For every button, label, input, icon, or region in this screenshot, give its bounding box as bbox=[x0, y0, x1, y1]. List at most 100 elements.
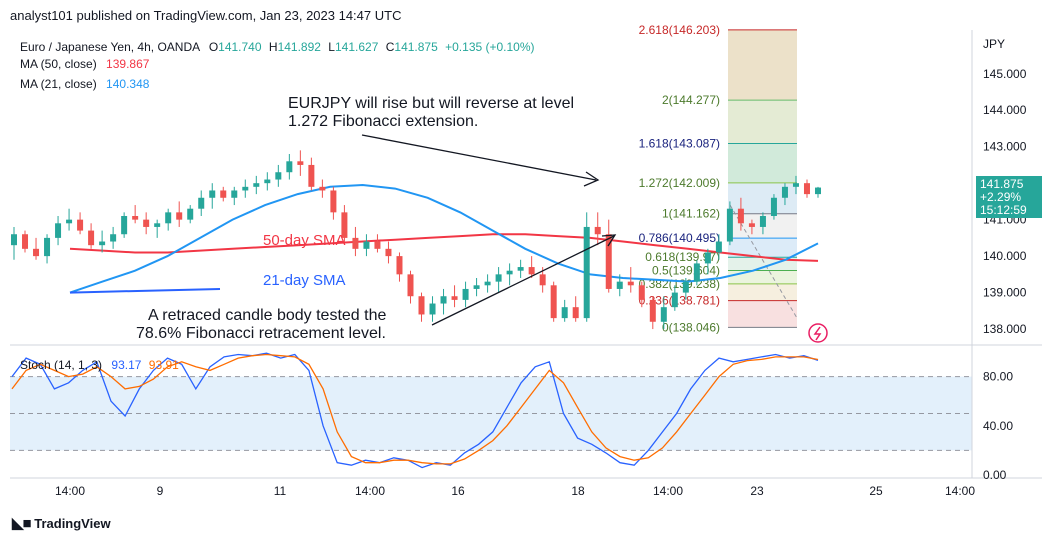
candle-body bbox=[660, 307, 667, 322]
candle-body bbox=[176, 212, 183, 220]
candle-body bbox=[682, 281, 689, 293]
candle-body bbox=[649, 299, 656, 322]
fib-level-label: 1.618(143.087) bbox=[639, 137, 720, 151]
candle-body bbox=[330, 190, 337, 213]
candle-body bbox=[693, 263, 700, 282]
candle-body bbox=[231, 190, 238, 198]
candle-body bbox=[352, 237, 359, 249]
x-tick-label: 11 bbox=[274, 484, 287, 498]
alert-bolt-icon bbox=[813, 326, 822, 341]
candle-body bbox=[99, 241, 106, 246]
last-price-badge: 141.875 +2.29% 15:12:59 bbox=[976, 176, 1042, 218]
candle-body bbox=[583, 226, 590, 319]
candle-body bbox=[572, 307, 579, 319]
fib-zone bbox=[728, 283, 797, 301]
fib-level-label: 2(144.277) bbox=[662, 93, 720, 107]
candle-body bbox=[407, 274, 414, 297]
candle-body bbox=[815, 187, 821, 195]
ma50-value: 139.867 bbox=[106, 57, 150, 71]
candle-body bbox=[495, 274, 502, 282]
candle-body bbox=[275, 172, 282, 180]
fib-level-label: 2.618(146.203) bbox=[639, 23, 720, 37]
candle-body bbox=[286, 161, 293, 173]
fib-level-label: 1(141.162) bbox=[662, 207, 720, 221]
candle-body bbox=[781, 186, 788, 198]
candle-body bbox=[308, 164, 315, 187]
annotation-bottom-text: 78.6% Fibonacci retracement level. bbox=[136, 325, 386, 342]
candle-body bbox=[726, 208, 733, 242]
ma50-label: MA (50, close) bbox=[20, 57, 97, 71]
candle-body bbox=[737, 208, 744, 224]
sma50-label: 50-day SMA bbox=[263, 232, 346, 249]
annotation-bottom-text: A retraced candle body tested the bbox=[148, 307, 386, 324]
x-tick-label: 18 bbox=[571, 484, 585, 498]
x-tick-label: 14:00 bbox=[653, 484, 683, 498]
moving-averages bbox=[69, 183, 819, 294]
stoch-legend[interactable]: Stoch (14, 1, 3) 93.17 93.91 bbox=[20, 358, 179, 372]
candle-body bbox=[319, 186, 326, 191]
stoch-label: Stoch (14, 1, 3) bbox=[20, 358, 103, 372]
ohlc-close-label: C bbox=[385, 40, 395, 54]
alert-icon bbox=[808, 323, 828, 343]
fib-zone bbox=[728, 100, 797, 144]
ma50-legend[interactable]: MA (50, close) 139.867 bbox=[20, 57, 149, 71]
annotation-arrow-bottom bbox=[431, 235, 615, 326]
ma21-legend-line bbox=[69, 287, 221, 294]
candle-body bbox=[264, 179, 271, 184]
y-tick-label: 139.000 bbox=[983, 286, 1027, 300]
fib-zone bbox=[728, 29, 797, 101]
candle-body bbox=[671, 292, 678, 308]
tv-brand: TradingView bbox=[34, 516, 111, 531]
candle-body bbox=[539, 274, 546, 286]
candle-body bbox=[187, 208, 194, 220]
fib-zone bbox=[728, 270, 797, 284]
annotation-top-text: 1.272 Fibonacci extension. bbox=[288, 113, 478, 130]
ohlc-close: 141.875 bbox=[394, 40, 438, 54]
ohlc-open-label: O bbox=[208, 40, 219, 54]
candle-body bbox=[154, 223, 161, 227]
candle-body bbox=[792, 183, 799, 187]
stoch-d-line bbox=[11, 353, 819, 465]
ma21-legend[interactable]: MA (21, close) 140.348 bbox=[20, 77, 149, 91]
candle-body bbox=[165, 212, 172, 224]
y-tick-label: 144.000 bbox=[983, 103, 1027, 117]
y-tick-label: 143.000 bbox=[983, 140, 1027, 154]
candle-body bbox=[462, 288, 469, 300]
ma21-line bbox=[69, 183, 819, 294]
tradingview-logo[interactable]: ◣■ TradingView bbox=[12, 514, 111, 532]
annotation-arrow-top bbox=[361, 134, 597, 181]
x-tick-label: 14:00 bbox=[945, 484, 975, 498]
last-change: +2.29% bbox=[980, 190, 1022, 204]
candle-body bbox=[803, 183, 810, 195]
candle-body bbox=[385, 248, 392, 257]
stochastic-panel bbox=[10, 352, 972, 469]
candle-body bbox=[55, 223, 62, 238]
candle-body bbox=[561, 307, 568, 319]
bar-countdown: 15:12:59 bbox=[980, 203, 1027, 217]
x-tick-label: 14:00 bbox=[55, 484, 85, 498]
ma50-line bbox=[69, 233, 819, 262]
candle-body bbox=[209, 190, 216, 198]
candle-body bbox=[627, 281, 634, 286]
annotation-arrowhead-bottom bbox=[601, 234, 617, 247]
candle-body bbox=[759, 216, 766, 227]
candle-body bbox=[374, 241, 381, 249]
candle-body bbox=[220, 190, 227, 198]
ohlc-open: 141.740 bbox=[218, 40, 262, 54]
candle-body bbox=[297, 161, 304, 165]
candlestick-series bbox=[11, 150, 821, 330]
y-tick-label: 145.000 bbox=[983, 67, 1027, 81]
ohlc-high-label: H bbox=[268, 40, 278, 54]
x-tick-label: 16 bbox=[451, 484, 465, 498]
candle-body bbox=[33, 248, 40, 257]
candle-body bbox=[121, 216, 128, 235]
ma21-value: 140.348 bbox=[106, 77, 150, 91]
x-tick-label: 23 bbox=[750, 484, 764, 498]
ohlc-high: 141.892 bbox=[277, 40, 321, 54]
candle-body bbox=[429, 303, 436, 315]
fib-level-label: 0.5(139.604) bbox=[652, 264, 720, 278]
candle-body bbox=[242, 186, 249, 191]
symbol-name[interactable]: Euro / Japanese Yen, 4h, OANDA bbox=[20, 40, 200, 54]
candle-body bbox=[550, 285, 557, 319]
ohlc-low: 141.627 bbox=[334, 40, 379, 54]
